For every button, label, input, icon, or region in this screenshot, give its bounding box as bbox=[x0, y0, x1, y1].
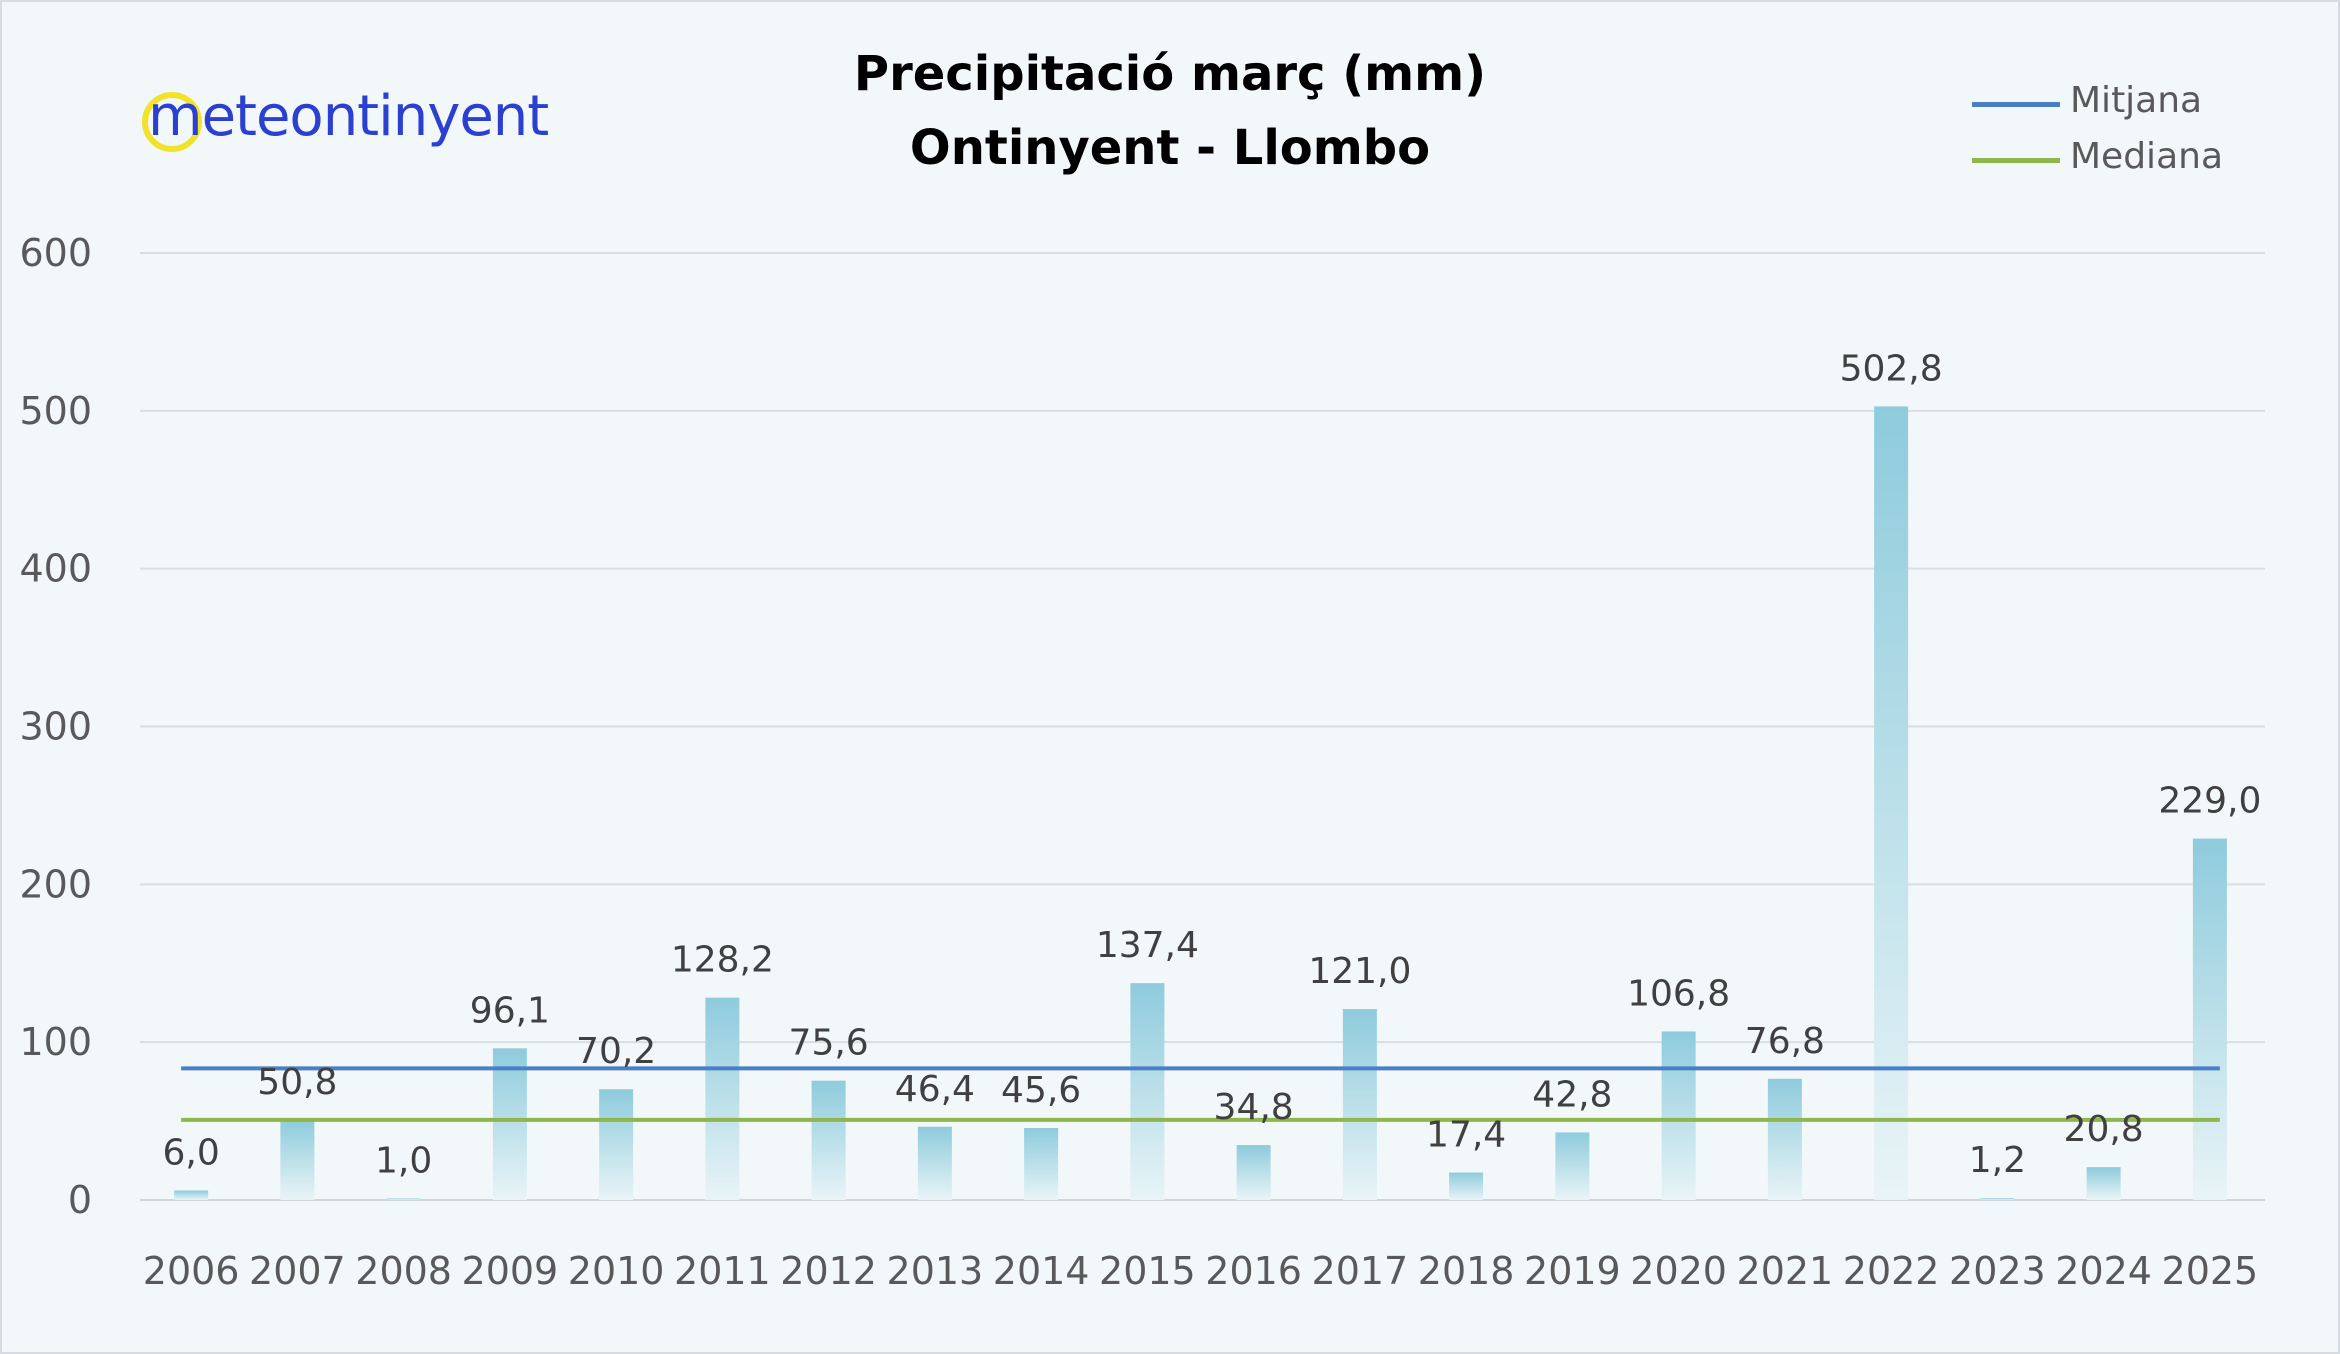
bar-2014 bbox=[1024, 1128, 1059, 1200]
reference-lines bbox=[181, 1066, 2220, 1122]
x-tick-2011: 2011 bbox=[674, 1249, 771, 1293]
y-tick-600: 600 bbox=[19, 231, 92, 275]
bar-2018 bbox=[1449, 1172, 1484, 1200]
data-label-2021: 76,8 bbox=[1745, 1021, 1825, 1062]
bar-2020 bbox=[1661, 1031, 1696, 1200]
data-label-2025: 229,0 bbox=[2158, 781, 2261, 822]
data-label-2023: 1,2 bbox=[1969, 1140, 2026, 1181]
gridlines bbox=[140, 252, 2265, 1201]
x-tick-2006: 2006 bbox=[143, 1249, 240, 1293]
data-label-2006: 6,0 bbox=[162, 1133, 219, 1174]
x-axis-ticks: 2006 2007 2008 2009 2010 2011 2012 2013 2014 2015… bbox=[143, 1249, 2258, 1293]
bar-2025 bbox=[2192, 838, 2227, 1200]
data-label-2019: 42,8 bbox=[1532, 1074, 1612, 1115]
bar-2015 bbox=[1130, 983, 1165, 1200]
x-tick-2007: 2007 bbox=[249, 1249, 346, 1293]
meteontinyent-logo: meteontinyent bbox=[142, 84, 549, 152]
y-axis-ticks: 0 100 200 300 400 500 600 bbox=[19, 231, 92, 1222]
data-label-2017: 121,0 bbox=[1308, 951, 1411, 992]
data-label-2013: 46,4 bbox=[895, 1069, 975, 1110]
legend-swatch-mediana bbox=[1972, 158, 2060, 163]
data-label-2015: 137,4 bbox=[1096, 925, 1199, 966]
data-label-2022: 502,8 bbox=[1840, 348, 1943, 389]
x-tick-2022: 2022 bbox=[1843, 1249, 1940, 1293]
bar-2009 bbox=[492, 1048, 527, 1200]
x-tick-2020: 2020 bbox=[1630, 1249, 1727, 1293]
bar-2013 bbox=[917, 1126, 952, 1200]
x-tick-2018: 2018 bbox=[1418, 1249, 1515, 1293]
logo-ring: m bbox=[142, 84, 203, 152]
data-label-2016: 34,8 bbox=[1214, 1087, 1294, 1128]
x-tick-2021: 2021 bbox=[1737, 1249, 1834, 1293]
bar-2021 bbox=[1767, 1078, 1802, 1200]
x-tick-2016: 2016 bbox=[1205, 1249, 1302, 1293]
y-tick-0: 0 bbox=[68, 1178, 92, 1222]
y-tick-500: 500 bbox=[19, 389, 92, 433]
chart-subtitle: Ontinyent - Llombo bbox=[909, 120, 1431, 176]
data-label-2014: 45,6 bbox=[1001, 1070, 1081, 1111]
x-tick-2012: 2012 bbox=[780, 1249, 877, 1293]
bar-2011 bbox=[705, 997, 740, 1200]
x-tick-2009: 2009 bbox=[462, 1249, 559, 1293]
data-label-2012: 75,6 bbox=[789, 1023, 869, 1064]
bar-2023 bbox=[1980, 1198, 2015, 1200]
y-tick-200: 200 bbox=[19, 862, 92, 906]
bar-2012 bbox=[811, 1080, 846, 1200]
x-tick-2024: 2024 bbox=[2055, 1249, 2152, 1293]
data-label-2007: 50,8 bbox=[257, 1062, 337, 1103]
x-tick-2019: 2019 bbox=[1524, 1249, 1621, 1293]
bar-2019 bbox=[1555, 1132, 1590, 1200]
legend-swatch-mitjana bbox=[1972, 102, 2060, 107]
data-labels: 6,0 50,8 1,0 96,1 70,2 128,2 75,6 46,4 45,6 137,4… bbox=[162, 348, 2261, 1181]
bar-2016 bbox=[1236, 1145, 1271, 1200]
data-label-2010: 70,2 bbox=[576, 1031, 656, 1072]
legend-label-mitjana: Mitjana bbox=[2070, 80, 2203, 121]
x-tick-2013: 2013 bbox=[887, 1249, 984, 1293]
x-tick-2025: 2025 bbox=[2162, 1249, 2259, 1293]
y-tick-300: 300 bbox=[19, 705, 92, 749]
data-label-2011: 128,2 bbox=[671, 940, 774, 981]
x-tick-2015: 2015 bbox=[1099, 1249, 1196, 1293]
bar-2024 bbox=[2086, 1167, 2121, 1200]
x-tick-2014: 2014 bbox=[993, 1249, 1090, 1293]
bar-2017 bbox=[1342, 1009, 1377, 1200]
x-tick-2017: 2017 bbox=[1312, 1249, 1409, 1293]
data-label-2018: 17,4 bbox=[1426, 1115, 1506, 1156]
bar-2008 bbox=[386, 1198, 421, 1200]
data-label-2024: 20,8 bbox=[2064, 1109, 2144, 1150]
x-tick-2008: 2008 bbox=[355, 1249, 452, 1293]
bar-2007 bbox=[280, 1119, 315, 1200]
data-label-2020: 106,8 bbox=[1627, 973, 1730, 1014]
x-tick-2010: 2010 bbox=[568, 1249, 665, 1293]
bars bbox=[174, 406, 2227, 1200]
chart-title: Precipitació març (mm) bbox=[853, 46, 1487, 102]
y-tick-400: 400 bbox=[19, 547, 92, 591]
data-label-2009: 96,1 bbox=[470, 990, 550, 1031]
data-label-2008: 1,0 bbox=[375, 1140, 432, 1181]
bar-2022 bbox=[1874, 406, 1909, 1200]
bar-2010 bbox=[599, 1089, 634, 1200]
x-tick-2023: 2023 bbox=[1949, 1249, 2046, 1293]
bar-2006 bbox=[174, 1190, 209, 1200]
legend-label-mediana: Mediana bbox=[2070, 136, 2223, 177]
y-tick-100: 100 bbox=[19, 1020, 92, 1064]
